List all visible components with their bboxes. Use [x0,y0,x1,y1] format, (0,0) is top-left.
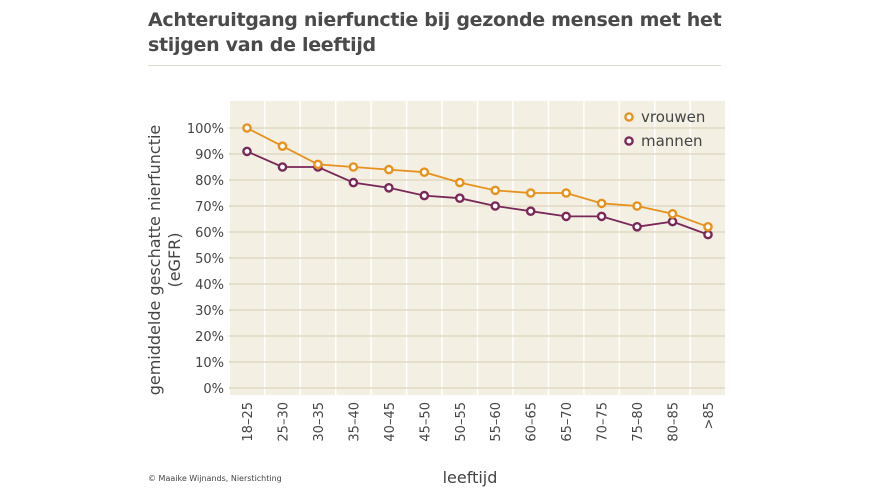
data-point-vrouwen [525,188,536,198]
y-tick-label: 50% [195,252,224,267]
x-tick-label: 80–85 [667,402,682,442]
data-point-vrouwen [667,208,678,219]
data-point-mannen [348,177,359,188]
x-tick-label: 75–80 [631,402,646,442]
y-tick-label: 60% [195,226,224,241]
y-tick-label: 80% [195,174,224,189]
data-point-vrouwen [490,185,501,196]
credit-text: © Maaike Wijnands, Nierstichting [148,474,282,483]
data-point-vrouwen [596,198,607,209]
x-tick-label: 50–55 [454,402,469,442]
legend-marker-mannen [624,136,634,146]
x-tick-label: 30–35 [312,402,327,442]
y-tick-label: 100% [187,122,224,137]
x-tick-label: 25–30 [276,402,291,442]
x-tick-label: 45–50 [418,402,433,442]
series-line-vrouwen [246,127,709,228]
data-point-mannen [561,211,571,222]
data-point-vrouwen [242,123,252,133]
data-point-vrouwen [313,159,323,170]
data-point-mannen [667,216,678,227]
data-point-mannen [454,193,465,203]
legend-label-vrouwen: vrouwen [641,108,705,126]
y-tick-label: 20% [195,330,224,345]
legend-label-mannen: mannen [641,132,703,150]
x-tick-label: 40–45 [383,402,398,442]
data-point-vrouwen [419,167,430,177]
data-point-mannen [490,201,501,211]
chart-title: Achteruitgang nierfunctie bij gezonde me… [148,9,722,56]
title-divider [148,65,721,66]
data-point-mannen [242,146,252,157]
legend-marker-vrouwen [624,112,634,122]
y-tick-label: 30% [195,304,224,319]
x-tick-label: 65–70 [560,402,575,442]
y-axis-label: gemiddelde geschatte nierfunctie [145,125,164,396]
x-tick-label: 55–60 [489,402,504,442]
data-point-vrouwen [277,141,288,151]
data-point-vrouwen [561,188,571,198]
data-point-vrouwen [632,201,642,211]
data-point-mannen [525,206,536,216]
y-tick-label: 10% [195,356,224,371]
data-point-mannen [703,229,713,240]
data-point-mannen [277,162,288,172]
y-axis-label-unit: (eGFR) [165,232,184,287]
y-tick-label: 0% [203,382,224,397]
data-point-mannen [632,221,642,232]
x-axis-label: leeftijd [443,468,498,487]
series-line-mannen [246,150,709,236]
data-point-mannen [419,190,430,201]
x-tick-label: 35–40 [347,402,362,442]
x-tick-label: >85 [702,402,717,429]
x-tick-label: 60–65 [525,402,540,442]
x-tick-label: 70–75 [596,402,611,442]
data-point-vrouwen [454,177,465,188]
data-point-mannen [596,211,607,222]
y-tick-label: 90% [195,148,224,163]
data-point-vrouwen [348,162,359,172]
y-tick-label: 40% [195,278,224,293]
y-tick-label: 70% [195,200,224,215]
data-point-mannen [384,182,394,193]
data-point-vrouwen [384,164,394,175]
x-tick-label: 18–25 [241,402,256,442]
data-point-vrouwen [703,221,713,232]
